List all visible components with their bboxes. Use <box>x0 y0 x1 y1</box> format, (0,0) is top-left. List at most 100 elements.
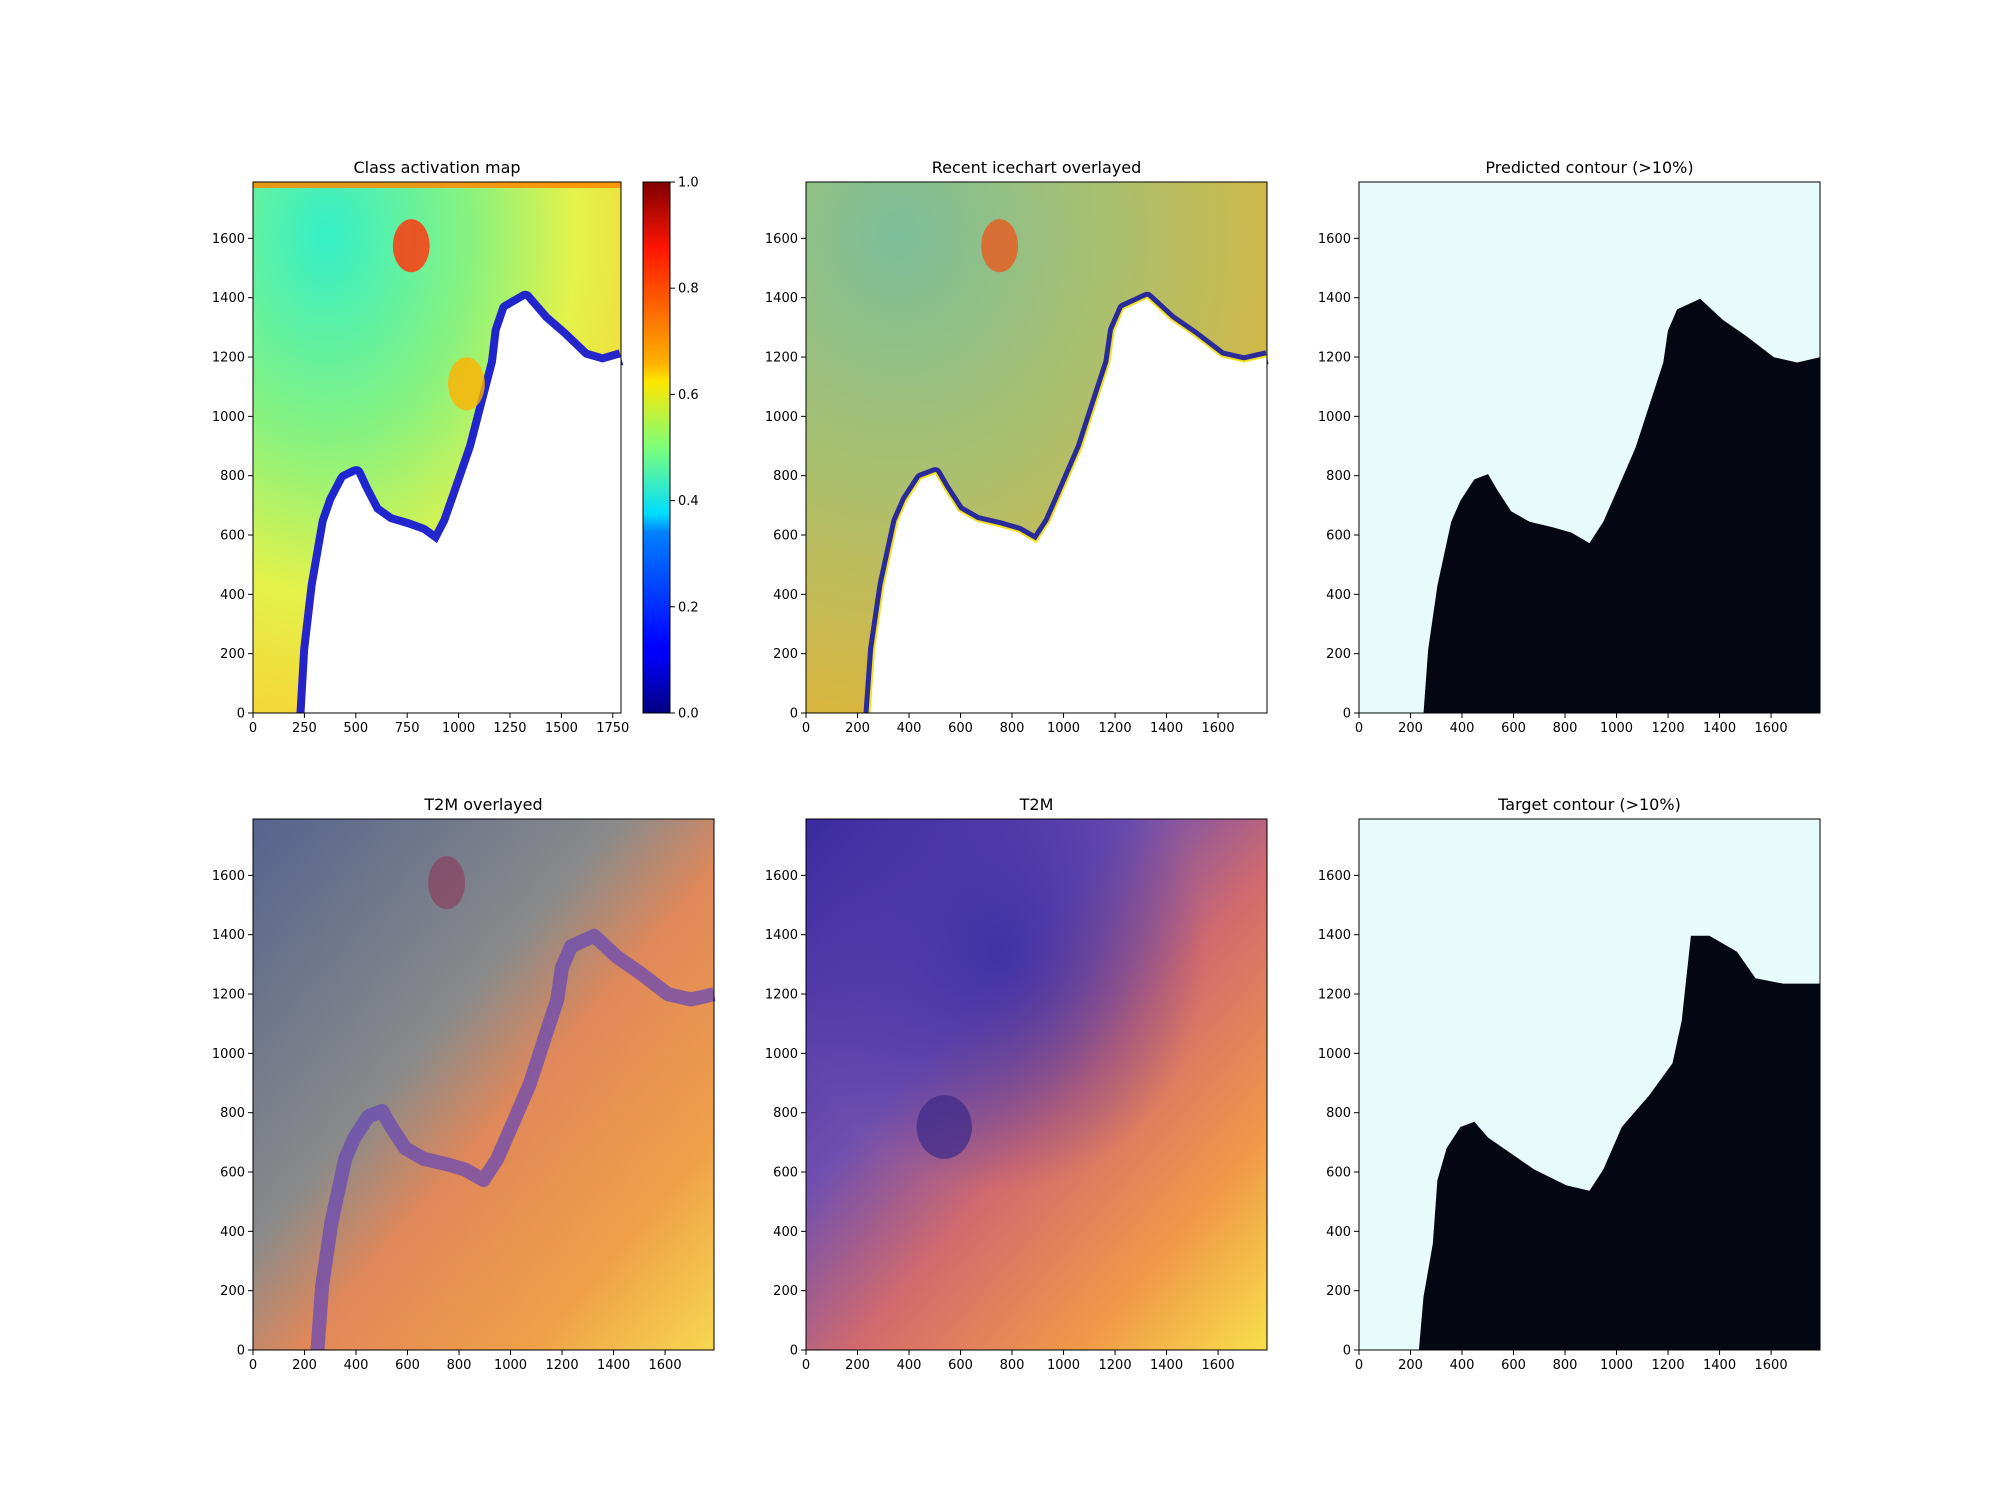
target-contour-xtick-label: 200 <box>1398 1358 1423 1373</box>
t2m-ytick-label: 800 <box>773 1106 798 1121</box>
recent-icechart-overlayed-ytick-label: 1400 <box>765 291 798 306</box>
t2m-overlayed-xtick-label: 400 <box>344 1358 369 1373</box>
recent-icechart-overlayed-xtick-label: 1600 <box>1202 721 1235 736</box>
recent-icechart-overlayed-ytick-label: 400 <box>773 588 798 603</box>
recent-icechart-overlayed-ytick-label: 1600 <box>765 232 798 247</box>
t2m-overlayed-xtick-label: 1200 <box>546 1358 579 1373</box>
t2m-overlayed-title: T2M overlayed <box>423 795 542 814</box>
t2m-xtick-label: 600 <box>948 1358 973 1373</box>
recent-icechart-overlayed-ytick-label: 600 <box>773 529 798 544</box>
predicted-contour-ytick-label: 400 <box>1326 588 1351 603</box>
class-activation-map-warm-patch <box>448 357 485 410</box>
t2m-ytick-label: 1200 <box>765 988 798 1003</box>
target-contour-xtick-label: 0 <box>1355 1358 1363 1373</box>
recent-icechart-overlayed-ytick-label: 200 <box>773 647 798 662</box>
predicted-contour-xtick-label: 0 <box>1355 721 1363 736</box>
target-contour-title: Target contour (>10%) <box>1497 795 1681 814</box>
recent-icechart-overlayed-ytick-label: 800 <box>773 469 798 484</box>
class-activation-map-ytick-label: 600 <box>220 529 245 544</box>
predicted-contour-xtick-label: 1200 <box>1652 721 1685 736</box>
target-contour-ytick-label: 1200 <box>1318 988 1351 1003</box>
t2m-overlayed-hotspot <box>428 856 465 909</box>
t2m-xtick-label: 200 <box>845 1358 870 1373</box>
class-activation-map-xtick-label: 0 <box>249 721 257 736</box>
target-contour-xtick-label: 600 <box>1501 1358 1526 1373</box>
predicted-contour-ytick-label: 1400 <box>1318 291 1351 306</box>
panel-t2m-overlayed: T2M overlayed0 200 400 600 800 1000 1200 1400 16… <box>212 795 714 1373</box>
target-contour-ytick-label: 0 <box>1343 1344 1351 1359</box>
predicted-contour-xtick-label: 400 <box>1450 721 1475 736</box>
t2m-ytick-label: 1600 <box>765 869 798 884</box>
t2m-ytick-label: 1400 <box>765 928 798 943</box>
class-activation-map-colorbar: 0.0 0.2 0.4 0.6 0.8 1.0 <box>643 176 699 722</box>
t2m-xtick-label: 1000 <box>1047 1358 1080 1373</box>
target-contour-ytick-label: 1000 <box>1318 1047 1351 1062</box>
recent-icechart-overlayed-xtick-label: 1400 <box>1150 721 1183 736</box>
t2m-overlayed-xtick-label: 0 <box>249 1358 257 1373</box>
class-activation-map-ytick-label: 400 <box>220 588 245 603</box>
class-activation-map-xtick-label: 250 <box>292 721 317 736</box>
predicted-contour-xtick-label: 1400 <box>1703 721 1736 736</box>
predicted-contour-xtick-label: 800 <box>1553 721 1578 736</box>
class-activation-map-xtick-label: 1750 <box>596 721 629 736</box>
colorbar-tick-label: 0.0 <box>678 707 699 722</box>
t2m-overlayed-xtick-label: 600 <box>395 1358 420 1373</box>
t2m-overlayed-ytick-label: 800 <box>220 1106 245 1121</box>
target-contour-ytick-label: 1400 <box>1318 928 1351 943</box>
t2m-xtick-label: 1200 <box>1099 1358 1132 1373</box>
target-contour-ytick-label: 1600 <box>1318 869 1351 884</box>
class-activation-map-title: Class activation map <box>353 158 520 177</box>
predicted-contour-ytick-label: 800 <box>1326 469 1351 484</box>
class-activation-map-hotspot <box>393 219 430 272</box>
t2m-overlayed-ytick-label: 600 <box>220 1166 245 1181</box>
target-contour-ytick-label: 600 <box>1326 1166 1351 1181</box>
t2m-terrain-patch <box>917 1095 972 1159</box>
class-activation-map-xtick-label: 1000 <box>442 721 475 736</box>
recent-icechart-overlayed-xtick-label: 200 <box>845 721 870 736</box>
class-activation-map-top-edge <box>253 182 621 188</box>
class-activation-map-ytick-label: 1400 <box>212 291 245 306</box>
class-activation-map-xtick-label: 1500 <box>545 721 578 736</box>
panel-class-activation-map: Class activation map 0 250 500 750 1000 1250 15… <box>212 158 699 736</box>
class-activation-map-ytick-label: 800 <box>220 469 245 484</box>
t2m-ytick-label: 400 <box>773 1225 798 1240</box>
colorbar-gradient <box>643 182 670 713</box>
class-activation-map-xtick-label: 1250 <box>493 721 526 736</box>
t2m-xtick-label: 800 <box>1000 1358 1025 1373</box>
t2m-cold-core <box>806 819 1267 1350</box>
recent-icechart-overlayed-title: Recent icechart overlayed <box>932 158 1142 177</box>
target-contour-ytick-label: 800 <box>1326 1106 1351 1121</box>
t2m-ytick-label: 0 <box>790 1344 798 1359</box>
target-contour-xtick-label: 800 <box>1553 1358 1578 1373</box>
t2m-ytick-label: 600 <box>773 1166 798 1181</box>
class-activation-map-ytick-label: 1200 <box>212 351 245 366</box>
t2m-overlayed-ytick-label: 1600 <box>212 869 245 884</box>
recent-icechart-overlayed-xtick-label: 0 <box>802 721 810 736</box>
class-activation-map-ytick-label: 1600 <box>212 232 245 247</box>
recent-icechart-overlayed-xtick-label: 600 <box>948 721 973 736</box>
colorbar-tick-label: 0.2 <box>678 600 699 615</box>
predicted-contour-ytick-label: 1200 <box>1318 351 1351 366</box>
class-activation-map-ytick-label: 0 <box>237 707 245 722</box>
class-activation-map-ytick-label: 200 <box>220 647 245 662</box>
panel-t2m: T2M 0 200 400 600 800 1000 1200 1400 1600 0 200 400 6… <box>765 795 1267 1373</box>
class-activation-map-xtick-label: 500 <box>343 721 368 736</box>
target-contour-xtick-label: 1400 <box>1703 1358 1736 1373</box>
t2m-overlayed-xtick-label: 1400 <box>597 1358 630 1373</box>
recent-icechart-overlayed-ytick-label: 0 <box>790 707 798 722</box>
predicted-contour-ytick-label: 600 <box>1326 529 1351 544</box>
predicted-contour-ytick-label: 200 <box>1326 647 1351 662</box>
t2m-overlayed-ytick-label: 200 <box>220 1284 245 1299</box>
t2m-overlayed-xtick-label: 800 <box>447 1358 472 1373</box>
predicted-contour-xtick-label: 600 <box>1501 721 1526 736</box>
colorbar-tick-label: 0.6 <box>678 388 699 403</box>
t2m-overlayed-ytick-label: 0 <box>237 1344 245 1359</box>
recent-icechart-overlayed-hotspot <box>981 219 1018 272</box>
target-contour-xtick-label: 1000 <box>1600 1358 1633 1373</box>
target-contour-ytick-label: 400 <box>1326 1225 1351 1240</box>
class-activation-map-xtick-label: 750 <box>395 721 420 736</box>
t2m-ytick-label: 200 <box>773 1284 798 1299</box>
recent-icechart-overlayed-xtick-label: 1200 <box>1099 721 1132 736</box>
target-contour-xtick-label: 1600 <box>1755 1358 1788 1373</box>
